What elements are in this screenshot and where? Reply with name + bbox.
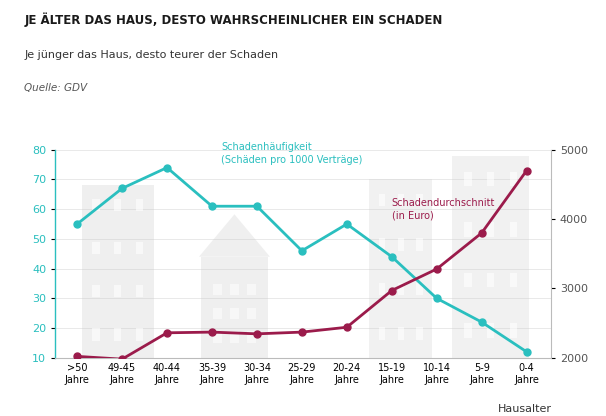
Bar xyxy=(230,308,239,319)
Bar xyxy=(453,156,529,358)
Bar xyxy=(136,199,143,211)
Bar xyxy=(82,186,153,358)
Bar xyxy=(416,327,423,340)
Bar xyxy=(487,172,494,186)
Bar xyxy=(114,329,121,341)
Bar xyxy=(247,284,256,295)
Bar xyxy=(114,242,121,254)
Bar xyxy=(398,283,404,295)
Bar xyxy=(114,199,121,211)
Polygon shape xyxy=(199,214,270,257)
Bar xyxy=(136,329,143,341)
Bar xyxy=(379,238,385,251)
Bar xyxy=(230,284,239,295)
Bar xyxy=(379,194,385,206)
Bar xyxy=(510,273,518,287)
Bar xyxy=(247,332,256,343)
Bar xyxy=(92,329,99,341)
Bar xyxy=(398,238,404,251)
Bar xyxy=(416,238,423,251)
Bar xyxy=(464,223,471,237)
Bar xyxy=(92,199,99,211)
Bar xyxy=(213,332,222,343)
Bar xyxy=(464,273,471,287)
Text: JE ÄLTER DAS HAUS, DESTO WAHRSCHEINLICHER EIN SCHADEN: JE ÄLTER DAS HAUS, DESTO WAHRSCHEINLICHE… xyxy=(24,12,442,27)
Bar xyxy=(136,242,143,254)
Bar xyxy=(213,308,222,319)
Bar xyxy=(379,327,385,340)
Bar xyxy=(92,285,99,297)
Bar xyxy=(510,223,518,237)
Bar xyxy=(487,323,494,337)
Text: Hausalter: Hausalter xyxy=(498,404,551,414)
Bar xyxy=(398,327,404,340)
Bar xyxy=(379,283,385,295)
Bar xyxy=(369,179,432,358)
Text: Schadenhäufigkeit
(Schäden pro 1000 Verträge): Schadenhäufigkeit (Schäden pro 1000 Vert… xyxy=(221,142,362,165)
Text: Schadendurchschnitt
(in Euro): Schadendurchschnitt (in Euro) xyxy=(391,198,495,221)
Bar xyxy=(416,194,423,206)
Bar xyxy=(416,283,423,295)
Bar xyxy=(92,242,99,254)
Text: Je jünger das Haus, desto teurer der Schaden: Je jünger das Haus, desto teurer der Sch… xyxy=(24,50,278,60)
Bar xyxy=(510,323,518,337)
Bar xyxy=(136,285,143,297)
Bar xyxy=(114,285,121,297)
Bar xyxy=(464,172,471,186)
Bar xyxy=(398,194,404,206)
Bar xyxy=(201,257,268,358)
Bar xyxy=(247,308,256,319)
Bar xyxy=(487,223,494,237)
Bar xyxy=(510,172,518,186)
Bar xyxy=(230,332,239,343)
Bar xyxy=(487,273,494,287)
Text: Quelle: GDV: Quelle: GDV xyxy=(24,83,87,93)
Bar xyxy=(213,284,222,295)
Bar xyxy=(464,323,471,337)
